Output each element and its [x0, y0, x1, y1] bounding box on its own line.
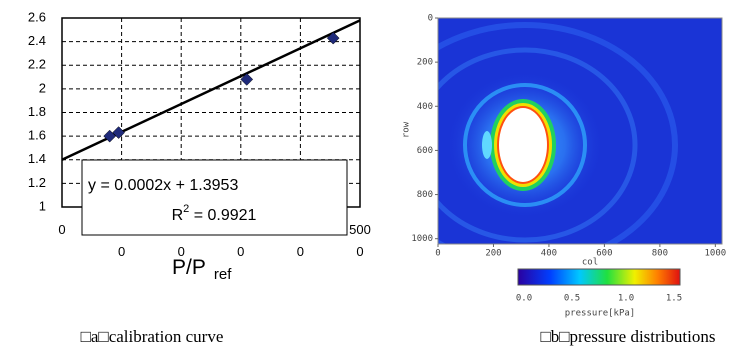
y-tick-label: 0	[428, 14, 433, 24]
y-tick-label: 600	[417, 146, 433, 156]
y-tick-label: 1.8	[28, 104, 46, 119]
equation: y = 0.0002x + 1.3953	[88, 177, 238, 194]
y-tick-label: 1.6	[28, 128, 46, 143]
x-axis-label: P/P ref	[172, 256, 232, 283]
y-tick-label: 800	[417, 190, 433, 200]
colorbar-tick-label: 0.0	[516, 294, 532, 304]
caption: □b□pressure distributions	[541, 327, 716, 346]
y-tick-label: 2.6	[28, 9, 46, 24]
x-tick-label: 0	[58, 222, 66, 237]
x-tick-label: 800	[652, 249, 668, 259]
point	[103, 129, 117, 143]
r-squared-part: R	[172, 207, 184, 224]
y-tick-label: 2.2	[28, 57, 46, 72]
x-tick-label: 400	[541, 249, 557, 259]
y-tick-label: 200	[417, 58, 433, 68]
x-tick-label-box: 0	[58, 222, 66, 237]
point	[326, 31, 340, 45]
x-axis-label-main: P/P	[172, 256, 206, 279]
colorbar-tick-label: 0.5	[564, 294, 580, 304]
x-tick-label-box: 5000	[349, 222, 371, 259]
colorbar-label: pressure[kPa]	[565, 309, 635, 319]
r-squared-part: 2	[183, 203, 189, 215]
y-tick-label: 2.4	[28, 33, 46, 48]
equation-box	[81, 159, 348, 236]
x-tick-label: 0	[435, 249, 440, 259]
point	[240, 73, 254, 86]
y-tick-label: 2	[39, 80, 46, 95]
colorbar-tick-label: 1.0	[618, 294, 634, 304]
y-tick-label: 400	[417, 102, 433, 112]
heatmap	[438, 18, 722, 244]
colorbar	[517, 268, 681, 286]
x-tick-label: 1000	[705, 249, 727, 259]
y-tick-label: 1.4	[28, 151, 46, 166]
y-axis-label: row	[402, 121, 412, 138]
heatmap-frame	[437, 17, 723, 245]
colorbar-tick-label: 1.5	[666, 294, 682, 304]
y-tick-label: 1000	[411, 234, 433, 244]
r-squared: R2 = 0.9921	[172, 203, 257, 224]
y-tick-label: 1	[39, 198, 46, 213]
y-tick-label: 1.2	[28, 175, 46, 190]
r-squared-part: = 0.9921	[189, 207, 256, 224]
x-tick-label: 200	[485, 249, 501, 259]
caption: □a□calibration curve	[81, 327, 224, 346]
x-tick-label: 600	[596, 249, 612, 259]
x-tick-label: 5000	[349, 222, 371, 259]
x-axis-label-sub: ref	[214, 266, 232, 283]
point	[112, 126, 125, 139]
x-axis-label: col	[582, 258, 598, 268]
